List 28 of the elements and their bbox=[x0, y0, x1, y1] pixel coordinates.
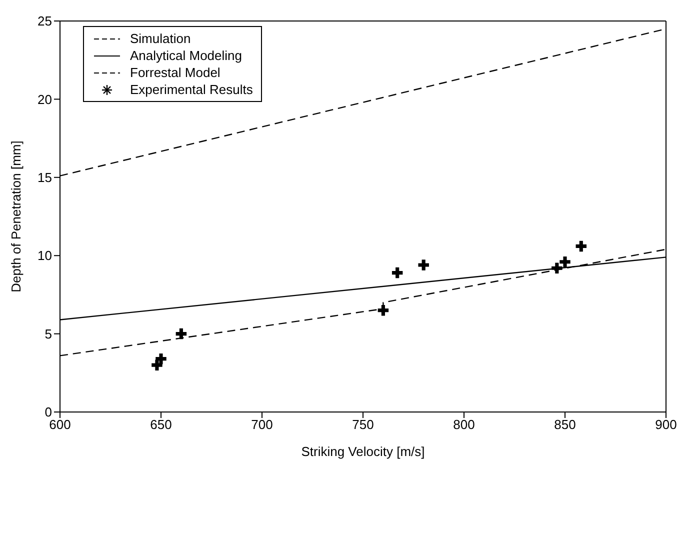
x-tick-label: 900 bbox=[655, 417, 677, 432]
point bbox=[176, 328, 187, 340]
legend-label: Forrestal Model bbox=[130, 64, 220, 81]
point bbox=[378, 304, 389, 316]
y-tick-label: 20 bbox=[38, 92, 52, 107]
y-tick-label: 5 bbox=[44, 326, 52, 342]
point bbox=[392, 267, 403, 278]
legend-label: Experimental Results bbox=[130, 81, 253, 98]
x-tick-label: 750 bbox=[352, 417, 374, 432]
x-tick-label: 600 bbox=[49, 417, 71, 432]
point bbox=[418, 260, 429, 270]
x-tick-label: 650 bbox=[150, 417, 172, 432]
point bbox=[156, 353, 166, 364]
x-axis-title: Striking Velocity [m/s] bbox=[301, 444, 425, 459]
y-tick-label: 25 bbox=[38, 14, 52, 29]
x-tick-label: 700 bbox=[251, 417, 273, 432]
y-tick-label: 15 bbox=[38, 170, 52, 186]
legend-label: Simulation bbox=[130, 30, 191, 47]
y-tick-label: 0 bbox=[44, 404, 52, 420]
point bbox=[576, 240, 587, 252]
x-tick-label: 800 bbox=[453, 417, 475, 432]
x-tick-label: 850 bbox=[554, 417, 576, 432]
point bbox=[560, 256, 570, 268]
point bbox=[152, 360, 162, 370]
point bbox=[552, 262, 562, 274]
y-tick-label: 10 bbox=[38, 248, 52, 264]
legend-label: Analytical Modeling bbox=[130, 47, 242, 64]
y-axis-title: Depth of Penetration [mm] bbox=[8, 140, 24, 292]
